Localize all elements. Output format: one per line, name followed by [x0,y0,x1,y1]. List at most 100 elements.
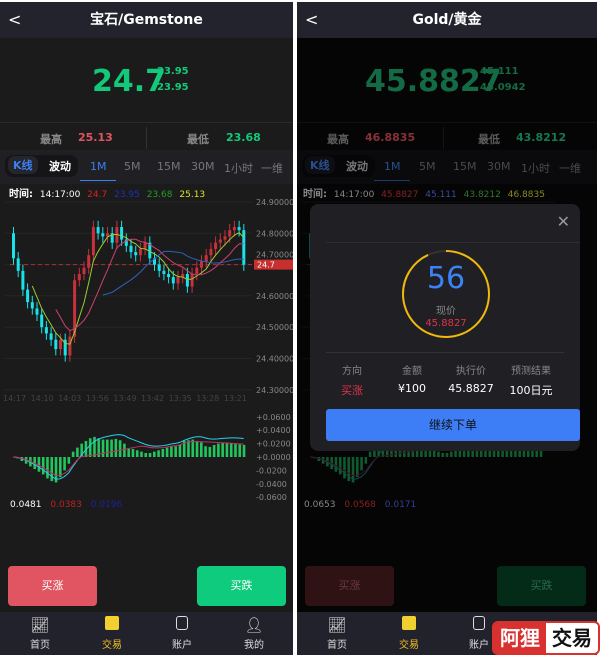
macd-bar [182,440,186,457]
order-result-modal: ✕ 56 现价 45.8827 方向 买涨 金额 ¥100 执行价 45.8827 预… [310,204,580,451]
tab-15m[interactable]: 15M [453,160,477,173]
candle [129,245,133,253]
tab-kline[interactable]: K线 [8,156,38,174]
candle [63,339,67,356]
col-label: 金额 [402,366,422,377]
nav-trade[interactable]: 交易 [389,616,429,651]
buy-up-button[interactable]: 买涨 [305,566,394,606]
candle [190,273,194,287]
nav-home[interactable]: 📈︎ 首页 [20,616,60,651]
nav-trade[interactable]: 交易 [92,616,132,651]
back-icon[interactable]: < [8,10,22,29]
tab-1m[interactable]: 1M [90,160,107,173]
macd-bar [118,440,122,457]
user-icon: 👤︎ [244,616,264,634]
tab-1h[interactable]: 1小时 [224,162,253,175]
tab-15m[interactable]: 15M [157,160,181,173]
open-value: 45.111 [425,190,457,200]
macd-bar [217,443,220,457]
macd-bar [351,457,355,483]
macd-tick: +0.0600 [256,413,291,422]
sub-price-2: 45.0942 [480,82,526,93]
candle [87,255,91,268]
tab-30m[interactable]: 30M [487,160,511,173]
time-value: 14:17:00 [333,190,375,200]
trade-icon [92,616,132,636]
candle [110,233,114,243]
tab-1m[interactable]: 1M [384,160,401,173]
ohlc-info: 时间: 14:17:00 24.7 23.95 23.68 25.13 [9,185,209,200]
chart-mode-toggle: K线 波动 [5,155,78,177]
strike-col: 执行价 45.8827 [439,362,503,395]
tab-wave[interactable]: 波动 [49,160,71,173]
tab-1d[interactable]: 一维 [559,162,581,175]
kline-chart[interactable]: 24.90000 24.80000 24.70000 24.60000 24.50000… [0,195,293,515]
macd-bar [343,457,346,479]
nav-mine[interactable]: 👤︎ 我的 [234,616,274,651]
candle [35,308,39,315]
price-tick: 24.50000 [256,323,293,332]
current-price: 45.8827 [365,64,502,99]
tab-30m[interactable]: 30M [191,160,215,173]
tab-5m[interactable]: 5M [124,160,141,173]
candle [176,277,180,284]
countdown-number: 56 [426,261,466,296]
ma5-line [31,232,245,345]
candle [200,261,203,268]
time-label: 时间: [303,189,327,200]
current-price-tag-text: 24.7 [257,261,275,270]
price-panel: 24.7 23.95 23.95 [0,38,293,122]
buy-down-button[interactable]: 买跌 [497,566,586,606]
close-icon[interactable]: ✕ [556,212,570,231]
macd-bar [178,444,182,457]
high-low-row: 最高 46.8835 最低 43.8212 [297,122,597,150]
candle [54,339,58,350]
time-label: 时间: [9,189,33,200]
macd-bar [373,447,376,457]
macd-bar [234,443,237,457]
candle [101,233,105,237]
price-tick: 24.80000 [256,229,293,238]
tab-1h[interactable]: 1小时 [521,162,550,175]
continue-order-button[interactable]: 继续下单 [326,409,580,441]
buy-up-button[interactable]: 买涨 [8,566,97,606]
divider [443,127,444,149]
candle [214,242,218,249]
nav-account[interactable]: 账户 [162,616,202,651]
dea-value: 0.0171 [384,500,417,510]
gold-screen: < Gold/黄金 45.8827 45.111 45.0942 最高 46.88… [297,2,597,655]
dif-value: 0.0383 [50,500,82,510]
tab-wave[interactable]: 波动 [346,160,368,173]
macd-bar [454,450,457,457]
macd-bar [37,457,41,472]
high-value: 46.8835 [365,131,416,144]
current-price-tag [254,259,293,270]
low-value: 23.68 [226,131,261,144]
nav-home[interactable]: 📈︎ 首页 [317,616,357,651]
macd-bar [97,438,101,457]
buy-down-button[interactable]: 买跌 [197,566,286,606]
macd-bar [195,440,199,457]
tab-5m[interactable]: 5M [419,160,436,173]
nav-account[interactable]: 账户 [459,616,499,651]
back-icon[interactable]: < [305,10,319,29]
tab-kline[interactable]: K线 [305,156,335,174]
candle [171,277,175,284]
macd-value: 0.0653 [304,500,336,510]
macd-bar [229,442,233,457]
macd-bar [347,457,351,482]
price-panel: 45.8827 45.111 45.0942 [297,38,597,122]
dea-line [12,441,244,476]
candle [134,252,138,256]
tab-1d[interactable]: 一维 [261,162,283,175]
candle [73,280,77,337]
macd-bar [114,438,118,457]
macd-bar [41,457,45,475]
macd-bar [501,446,504,457]
low-label: 最低 [187,133,209,146]
macd-bar [93,436,96,457]
price-tick: 24.60000 [256,292,293,301]
period-tabs: K线 波动 1M 5M 15M 30M 1小时 一维 [297,150,597,184]
candle [21,270,25,290]
macd-bar [471,446,474,457]
